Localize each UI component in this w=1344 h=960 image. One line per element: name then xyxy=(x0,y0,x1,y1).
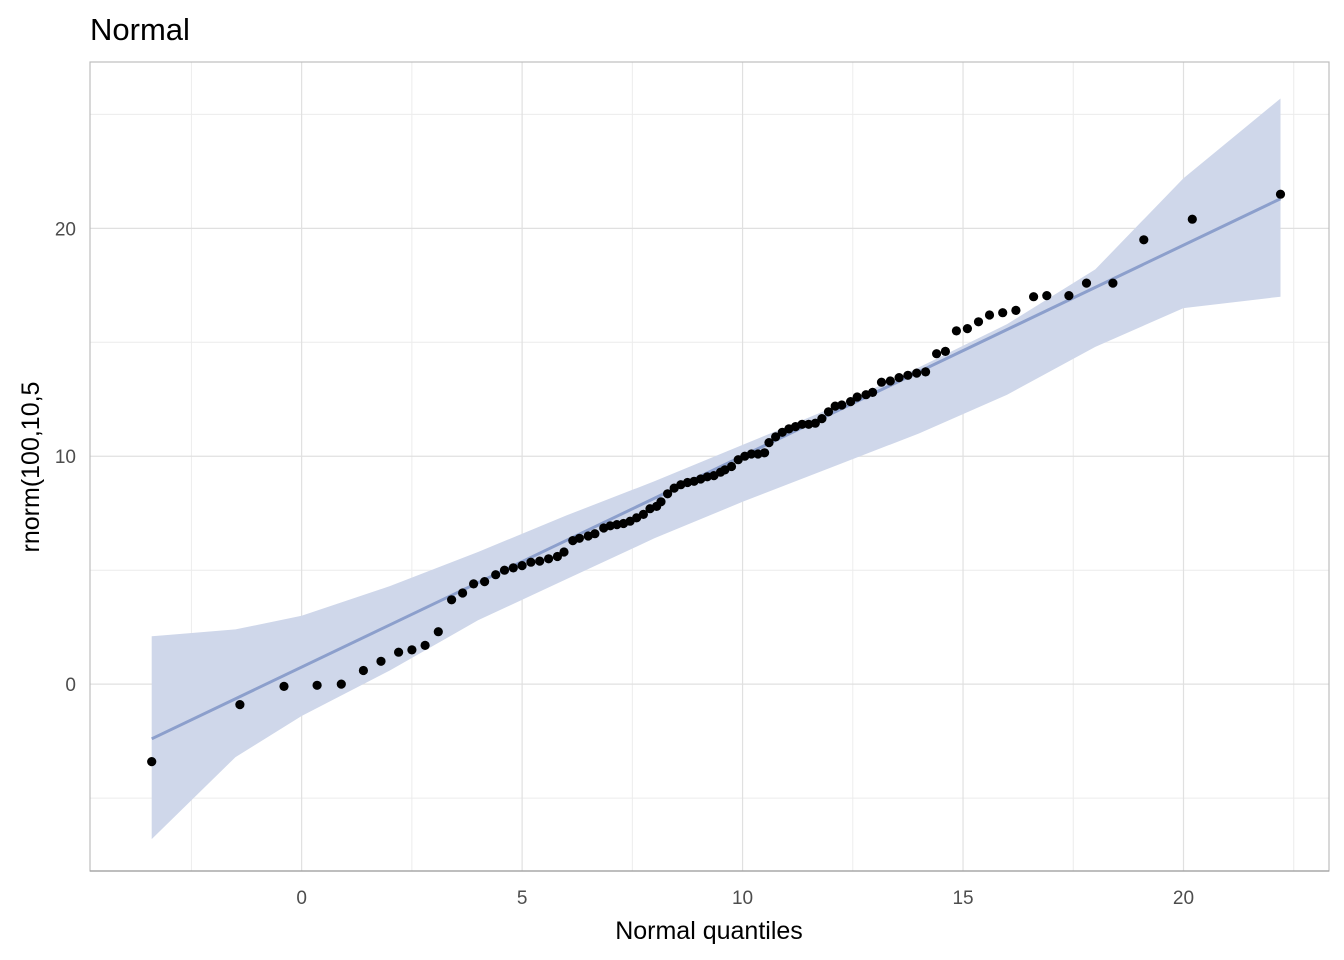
data-point xyxy=(235,700,245,710)
data-point xyxy=(458,588,468,598)
data-point xyxy=(433,627,443,637)
data-point xyxy=(810,418,820,428)
data-point xyxy=(517,561,527,571)
y-tick-label: 10 xyxy=(55,447,76,468)
data-point xyxy=(885,376,895,386)
data-point xyxy=(312,680,322,690)
data-point xyxy=(508,563,518,573)
data-point xyxy=(663,489,673,499)
data-point xyxy=(638,509,649,519)
data-point xyxy=(1187,214,1197,224)
data-point xyxy=(376,656,386,666)
data-point xyxy=(1042,291,1052,301)
data-point xyxy=(552,551,563,562)
data-point xyxy=(499,565,510,575)
y-tick-label: 20 xyxy=(55,219,76,240)
data-point xyxy=(394,647,404,657)
data-point xyxy=(817,414,827,424)
data-point xyxy=(1029,292,1039,302)
x-tick-label: 20 xyxy=(1173,888,1194,909)
y-axis-title: rnorm(100,10,5 xyxy=(17,382,45,553)
data-point xyxy=(903,370,913,380)
data-point xyxy=(1108,278,1118,288)
data-point xyxy=(336,679,346,689)
y-tick-label: 0 xyxy=(65,675,76,696)
plot-panel: 0 5 10 15 20 0 10 20 xyxy=(55,61,1330,909)
data-point xyxy=(962,324,973,334)
data-point xyxy=(279,681,289,692)
x-tick-label: 0 xyxy=(296,888,307,909)
data-point xyxy=(590,529,600,539)
data-point xyxy=(823,407,834,417)
data-point xyxy=(837,400,847,410)
data-point xyxy=(868,387,878,397)
data-point xyxy=(559,547,569,557)
data-point xyxy=(912,368,922,378)
data-point xyxy=(1139,235,1149,245)
data-point xyxy=(764,438,774,448)
data-point xyxy=(940,346,951,356)
chart-title: Normal xyxy=(90,12,190,47)
data-point xyxy=(447,595,457,605)
data-point xyxy=(998,308,1008,318)
x-tick-label: 5 xyxy=(517,888,528,909)
data-point xyxy=(656,497,666,507)
data-point xyxy=(973,317,984,327)
data-point xyxy=(469,579,479,589)
data-point xyxy=(147,757,157,767)
data-point xyxy=(1275,189,1286,199)
data-point xyxy=(1081,278,1092,288)
data-point xyxy=(760,448,770,458)
data-point xyxy=(984,310,995,320)
data-point xyxy=(491,570,501,580)
data-point xyxy=(726,461,737,472)
data-point xyxy=(894,373,904,383)
data-point xyxy=(746,449,757,459)
x-axis-title: Normal quantiles xyxy=(615,917,803,945)
data-point xyxy=(1064,291,1074,301)
reference-line xyxy=(151,197,1282,741)
data-point xyxy=(480,577,490,587)
data-point xyxy=(544,554,554,564)
data-point xyxy=(526,557,536,567)
data-point xyxy=(921,367,931,377)
data-point xyxy=(932,349,942,359)
x-tick-label: 10 xyxy=(732,888,753,909)
data-point xyxy=(771,432,781,442)
data-point xyxy=(951,326,962,336)
data-point xyxy=(797,419,807,429)
data-point xyxy=(846,397,856,407)
data-point xyxy=(1011,305,1021,315)
data-point xyxy=(358,665,368,676)
data-point xyxy=(420,640,430,651)
data-point xyxy=(852,392,862,402)
data-point xyxy=(876,377,887,387)
data-point xyxy=(535,556,545,566)
data-point xyxy=(407,645,417,655)
x-tick-label: 15 xyxy=(952,888,973,909)
data-point xyxy=(574,533,585,543)
